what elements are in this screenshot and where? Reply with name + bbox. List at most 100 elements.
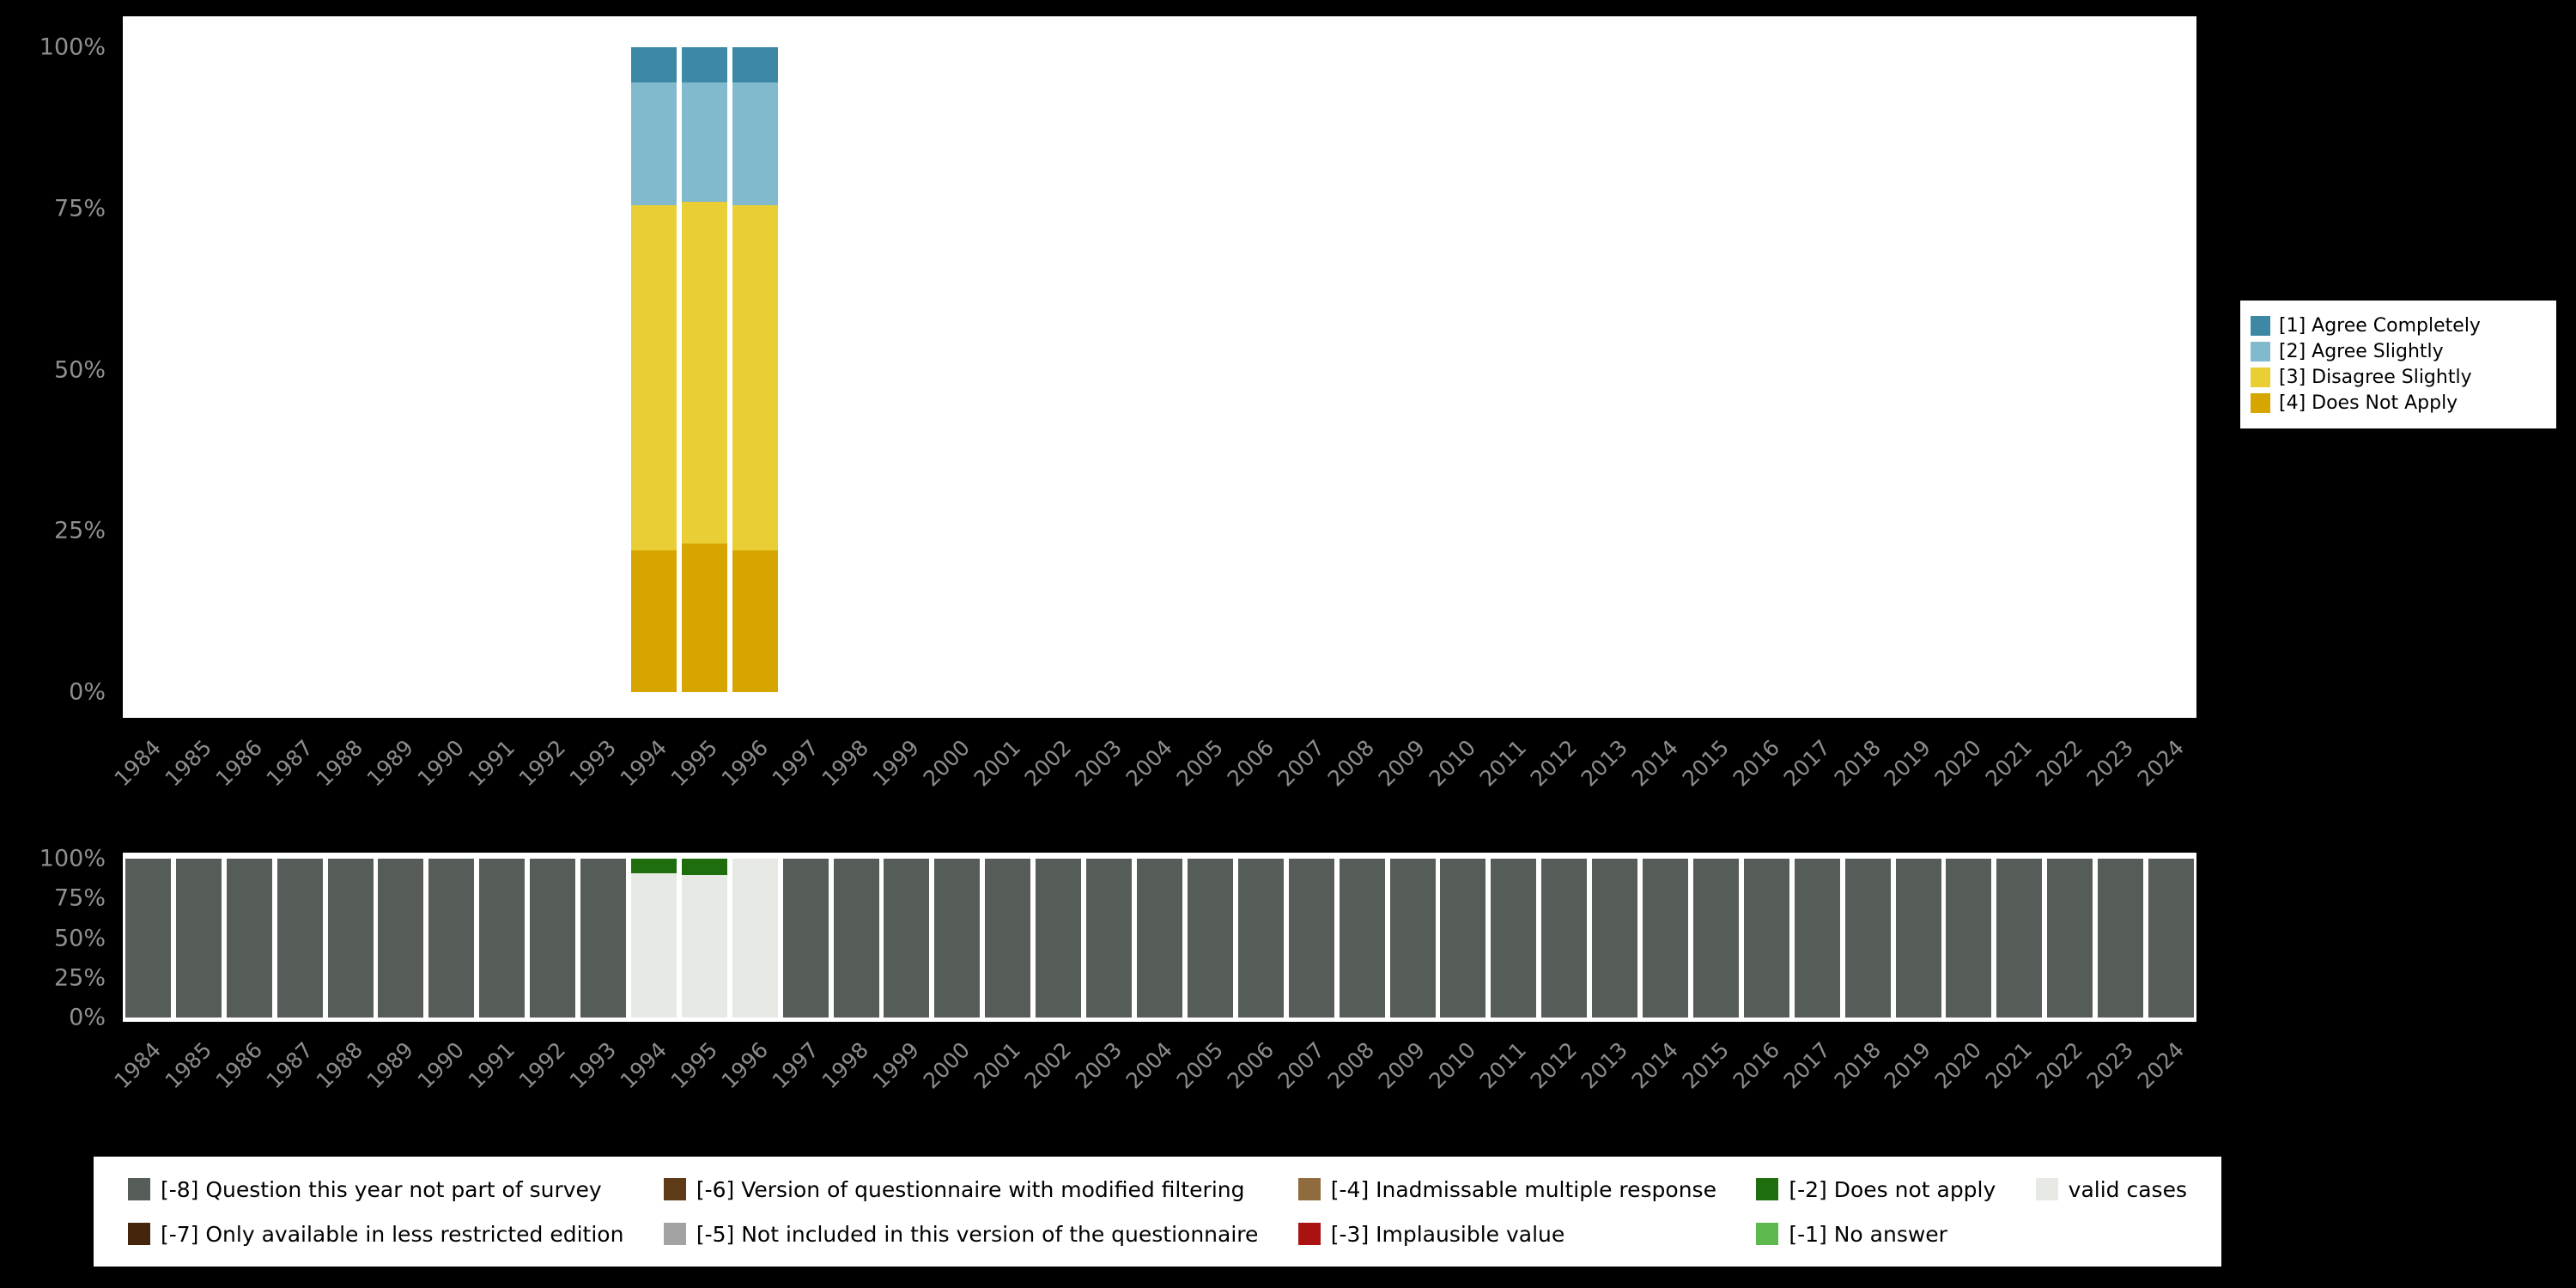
missing-bars-layer — [123, 859, 2196, 1018]
bar-1992 — [530, 859, 575, 1018]
legend-item: [-2] Does not apply — [1756, 1177, 1996, 1202]
bar-2007 — [1289, 859, 1334, 1018]
legend-swatch-icon — [128, 1223, 150, 1245]
bar-segment — [227, 859, 272, 1018]
bar-2005 — [1188, 859, 1233, 1018]
bar-2015 — [1693, 859, 1739, 1018]
bar-segment — [682, 859, 727, 875]
legend-label: [-4] Inadmissable multiple response — [1331, 1177, 1716, 1202]
bar-2024 — [2148, 859, 2194, 1018]
bar-2017 — [1795, 859, 1840, 1018]
bar-segment — [1896, 859, 1941, 1018]
legend-label: [-3] Implausible value — [1331, 1222, 1565, 1247]
bar-segment — [580, 859, 626, 1018]
bar-2008 — [1340, 859, 1385, 1018]
y-tick-label: 75% — [54, 195, 106, 222]
bar-2019 — [1896, 859, 1941, 1018]
bar-2004 — [1137, 859, 1182, 1018]
bar-1994 — [631, 859, 677, 1018]
bar-segment — [1744, 859, 1789, 1018]
bar-2018 — [1845, 859, 1891, 1018]
legend-item: [-3] Implausible value — [1298, 1222, 1716, 1247]
legend-label: [4] Does Not Apply — [2279, 392, 2458, 414]
answer-legend: [1] Agree Completely [2] Agree Slightly [3… — [2240, 301, 2556, 428]
bar-segment — [1592, 859, 1637, 1018]
bar-segment — [1340, 859, 1385, 1018]
bar-1996 — [732, 859, 778, 1018]
legend-label: [-2] Does not apply — [1789, 1177, 1996, 1202]
bar-segment — [1491, 859, 1536, 1018]
bar-segment — [834, 859, 879, 1018]
bar-2010 — [1440, 859, 1485, 1018]
y-tick-label: 100% — [39, 34, 106, 61]
bar-segment — [631, 82, 677, 205]
bar-segment — [682, 202, 727, 544]
bar-segment — [2148, 859, 2194, 1018]
answer-chart-y-axis: 100%75%50%25%0% — [0, 47, 114, 692]
bar-2001 — [985, 859, 1030, 1018]
bar-segment — [1390, 859, 1436, 1018]
legend-item: [2] Agree Slightly — [2251, 341, 2546, 362]
answer-chart-x-axis: 1984198519861987198819891990199119921993… — [123, 725, 2196, 852]
bar-2021 — [1996, 859, 2042, 1018]
bar-1994 — [631, 47, 677, 692]
legend-label: [-1] No answer — [1789, 1222, 1947, 1247]
bar-segment — [985, 859, 1030, 1018]
bar-segment — [328, 859, 374, 1018]
legend-item: valid cases — [2036, 1177, 2187, 1202]
bar-1995 — [682, 47, 727, 692]
bar-segment — [1188, 859, 1233, 1018]
y-tick-label: 100% — [39, 846, 106, 872]
bar-2000 — [934, 859, 980, 1018]
bar-segment — [125, 859, 171, 1018]
legend-swatch-icon — [2251, 368, 2270, 387]
legend-item: [-8] Question this year not part of surv… — [128, 1177, 623, 1202]
bar-2012 — [1541, 859, 1587, 1018]
bar-segment — [530, 859, 575, 1018]
bar-1985 — [176, 859, 222, 1018]
bar-segment — [934, 859, 980, 1018]
legend-item: [3] Disagree Slightly — [2251, 367, 2546, 388]
legend-item: [-1] No answer — [1756, 1222, 1996, 1247]
legend-label: [2] Agree Slightly — [2279, 341, 2444, 362]
answer-distribution-plot — [123, 16, 2196, 718]
legend-swatch-icon — [1756, 1223, 1778, 1245]
bar-2011 — [1491, 859, 1536, 1018]
legend-item: [1] Agree Completely — [2251, 315, 2546, 337]
bar-1987 — [277, 859, 323, 1018]
bar-segment — [682, 544, 727, 692]
bar-2013 — [1592, 859, 1637, 1018]
legend-item: [-7] Only available in less restricted e… — [128, 1222, 623, 1247]
bar-segment — [1137, 859, 1182, 1018]
bar-segment — [428, 859, 474, 1018]
missing-chart-x-axis: 1984198519861987198819891990199119921993… — [123, 1027, 2196, 1154]
bar-1990 — [428, 859, 474, 1018]
legend-item: [-6] Version of questionnaire with modif… — [664, 1177, 1259, 1202]
legend-swatch-icon — [128, 1178, 150, 1200]
bar-segment — [1036, 859, 1081, 1018]
bar-segment — [682, 82, 727, 202]
bar-segment — [732, 859, 778, 1018]
bar-1991 — [479, 859, 525, 1018]
bar-segment — [176, 859, 222, 1018]
bar-segment — [479, 859, 525, 1018]
legend-label: [3] Disagree Slightly — [2279, 367, 2472, 388]
bar-2023 — [2098, 859, 2143, 1018]
bar-segment — [732, 550, 778, 692]
bar-segment — [378, 859, 423, 1018]
bar-segment — [1996, 859, 2042, 1018]
bar-2009 — [1390, 859, 1436, 1018]
bar-segment — [2098, 859, 2143, 1018]
legend-label: [-5] Not included in this version of the… — [696, 1222, 1259, 1247]
bar-segment — [1643, 859, 1688, 1018]
legend-swatch-icon — [2251, 393, 2270, 413]
bar-2020 — [1946, 859, 1991, 1018]
bar-segment — [732, 82, 778, 205]
legend-label: [1] Agree Completely — [2279, 315, 2481, 337]
y-tick-label: 25% — [54, 964, 106, 991]
answer-bars-layer — [123, 47, 2196, 692]
y-tick-label: 50% — [54, 356, 106, 383]
y-tick-label: 0% — [69, 1005, 106, 1031]
legend-swatch-icon — [664, 1223, 686, 1245]
missing-values-plot — [123, 853, 2196, 1022]
